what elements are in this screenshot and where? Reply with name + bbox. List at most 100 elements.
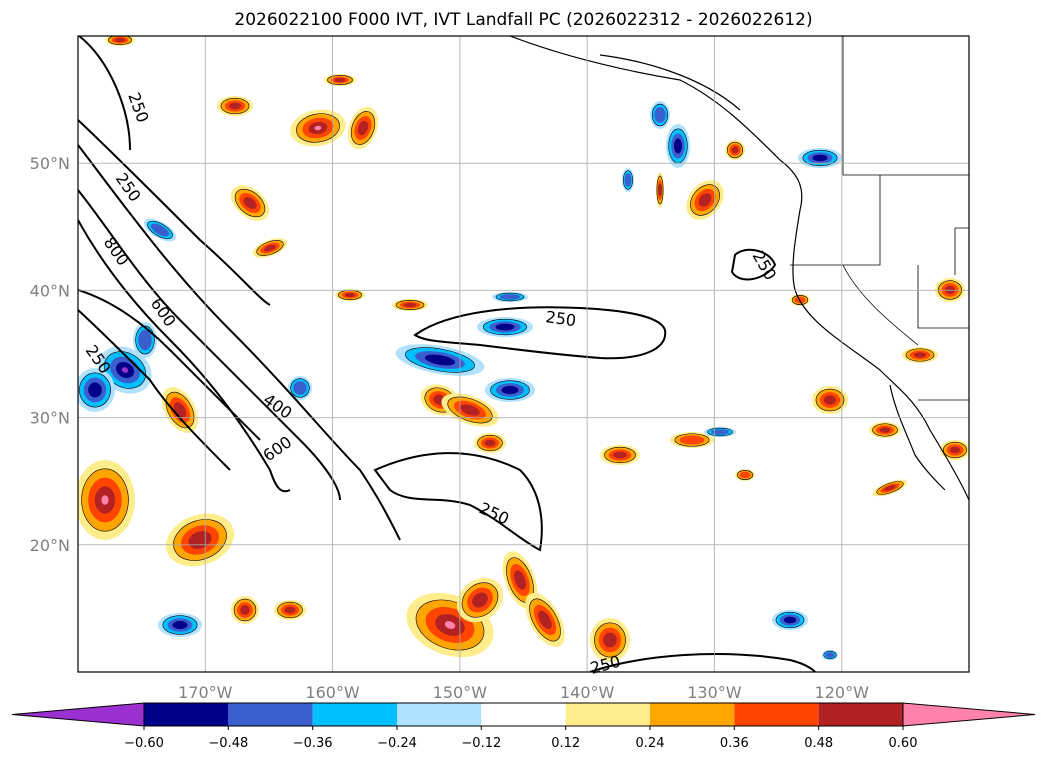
shaded-region bbox=[252, 238, 288, 258]
colorbar-segment bbox=[818, 703, 903, 726]
ivt-contour-line bbox=[589, 653, 816, 672]
shaded-region bbox=[158, 613, 202, 637]
shaded-region bbox=[335, 289, 365, 301]
colorbar-extend-min bbox=[11, 702, 145, 727]
lon-tick-label: 150°W bbox=[433, 683, 488, 702]
shaded-region bbox=[290, 109, 346, 147]
colorbar-tick-label: 0.12 bbox=[551, 736, 580, 751]
shaded-region bbox=[347, 106, 379, 150]
shaded-region bbox=[812, 386, 848, 414]
lat-tick-label: 20°N bbox=[30, 536, 70, 555]
shaded-region bbox=[492, 292, 528, 302]
shaded-region bbox=[525, 592, 565, 648]
colorbar-outline bbox=[143, 702, 904, 727]
lat-tick-label: 40°N bbox=[30, 281, 70, 300]
border-path bbox=[790, 175, 881, 266]
ivt-contour-line bbox=[413, 306, 667, 360]
shaded-region bbox=[902, 347, 938, 363]
colorbar: −0.60 −0.48 −0.36 −0.24 −0.12 0.12 0.24 0.36 0.4… bbox=[11, 702, 1036, 751]
colorbar-segment bbox=[650, 703, 735, 726]
coastlines bbox=[509, 36, 969, 501]
lon-tick-label: 120°W bbox=[815, 683, 870, 702]
ivt-contour-line bbox=[78, 36, 131, 151]
longitude-labels: 170°W 160°W 150°W 140°W 130°W 120°W bbox=[178, 683, 869, 702]
ivt-contours bbox=[78, 36, 816, 672]
pc-shading bbox=[78, 36, 969, 662]
colorbar-segment bbox=[565, 703, 650, 726]
shaded-region bbox=[622, 168, 634, 192]
shaded-region bbox=[78, 368, 115, 412]
colorbar-segment bbox=[312, 703, 397, 726]
lat-tick-label: 30°N bbox=[30, 409, 70, 428]
shaded-region bbox=[474, 433, 506, 453]
shaded-region bbox=[650, 101, 670, 129]
shaded-region bbox=[161, 387, 199, 433]
coastline-path bbox=[889, 384, 946, 491]
shaded-region bbox=[274, 600, 306, 620]
shaded-region bbox=[456, 577, 504, 623]
colorbar-tick-label: −0.48 bbox=[208, 736, 248, 751]
latitude-labels: 50°N 40°N 30°N 20°N bbox=[30, 154, 70, 555]
shaded-region bbox=[872, 479, 908, 497]
shaded-region bbox=[670, 432, 714, 448]
colorbar-tick-label: 0.60 bbox=[889, 736, 918, 751]
shaded-region bbox=[288, 376, 312, 400]
colorbar-tick-label: −0.60 bbox=[124, 736, 164, 751]
coastline-path bbox=[509, 36, 969, 501]
ivt-contour-line bbox=[78, 189, 341, 501]
shaded-region bbox=[395, 344, 485, 376]
colorbar-segment bbox=[144, 703, 229, 726]
shaded-region bbox=[725, 140, 745, 160]
shaded-region bbox=[105, 36, 135, 46]
ivt-contour-line bbox=[78, 289, 261, 441]
shaded-region bbox=[600, 445, 640, 465]
border-path bbox=[842, 36, 969, 176]
border-path bbox=[842, 264, 919, 346]
borders bbox=[790, 36, 969, 401]
border-path bbox=[917, 265, 969, 329]
lon-tick-label: 160°W bbox=[305, 683, 360, 702]
shaded-region bbox=[869, 422, 901, 438]
shaded-region bbox=[772, 610, 808, 630]
ivt-contour-line bbox=[373, 452, 543, 552]
colorbar-extend-max bbox=[902, 702, 1036, 727]
shaded-region bbox=[143, 218, 177, 242]
shaded-region bbox=[324, 74, 356, 86]
shaded-region bbox=[217, 96, 253, 116]
shaded-region bbox=[502, 551, 538, 609]
shaded-region bbox=[441, 393, 499, 427]
shaded-region bbox=[735, 469, 755, 481]
shaded-region bbox=[98, 346, 152, 394]
shaded-region bbox=[78, 460, 135, 540]
ivt-contour-line bbox=[78, 219, 291, 493]
shaded-region bbox=[230, 185, 270, 221]
coastline-path bbox=[599, 54, 741, 111]
shaded-region bbox=[656, 172, 664, 208]
ivt-contour-line bbox=[730, 248, 777, 281]
shaded-region bbox=[133, 322, 157, 358]
map-title: 2026022100 F000 IVT, IVT Landfall PC (20… bbox=[234, 10, 813, 30]
colorbar-tick-label: 0.48 bbox=[804, 736, 833, 751]
colorbar-tick-label: −0.24 bbox=[377, 736, 417, 751]
shaded-region bbox=[485, 378, 535, 402]
contour-label: 250 bbox=[544, 307, 577, 330]
shaded-region bbox=[590, 618, 630, 662]
colorbar-tick-label: −0.36 bbox=[293, 736, 333, 751]
colorbar-tick-label: 0.24 bbox=[636, 736, 665, 751]
colorbar-tick-label: −0.12 bbox=[461, 736, 501, 751]
colorbar-segment bbox=[734, 703, 819, 726]
shaded-region bbox=[392, 299, 428, 311]
colorbar-segment bbox=[397, 703, 482, 726]
ivt-contour-line bbox=[78, 119, 271, 306]
lat-tick-label: 50°N bbox=[30, 154, 70, 173]
shaded-region bbox=[477, 317, 533, 337]
colorbar-segment bbox=[481, 703, 566, 726]
gridlines bbox=[78, 36, 969, 672]
shaded-region bbox=[231, 596, 259, 624]
colorbar-segment bbox=[228, 703, 313, 726]
map-frame bbox=[77, 35, 970, 673]
shaded-region bbox=[822, 650, 838, 660]
shaded-region bbox=[940, 440, 969, 460]
shaded-region bbox=[798, 148, 842, 168]
shaded-region bbox=[704, 427, 736, 437]
